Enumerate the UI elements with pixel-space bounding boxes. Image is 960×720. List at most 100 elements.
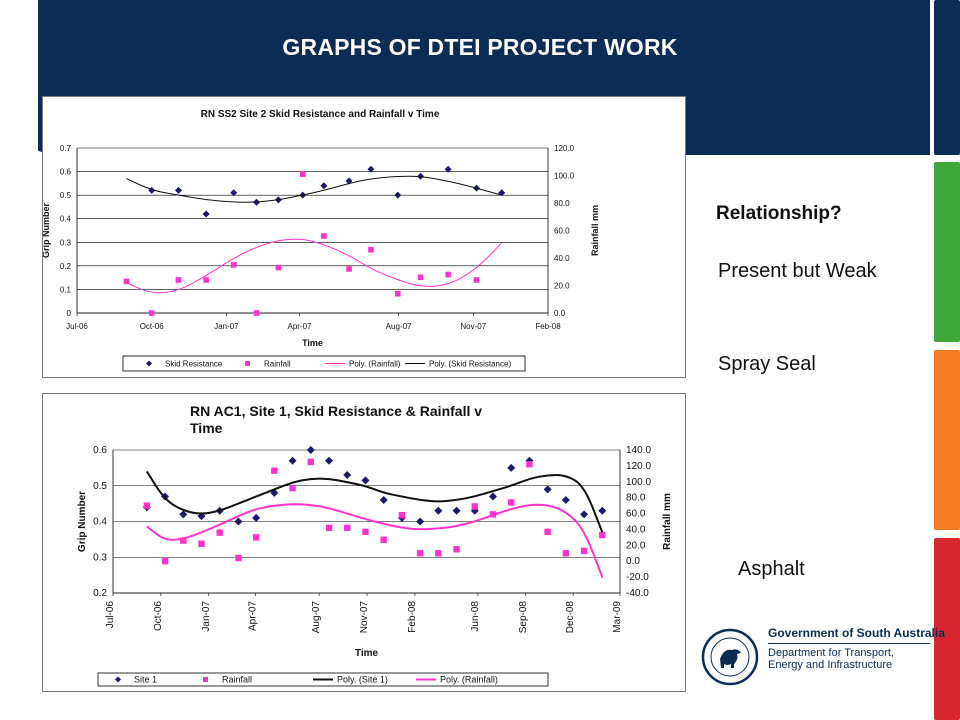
green-stripe xyxy=(934,162,960,342)
data-point-square xyxy=(216,529,223,536)
data-point-square xyxy=(394,290,401,297)
data-point-square xyxy=(180,537,187,544)
data-point-square xyxy=(544,528,551,536)
trend-line xyxy=(145,470,604,533)
x-tick-label: Feb-08 xyxy=(535,322,561,331)
data-point-diamond xyxy=(580,510,589,519)
data-point-diamond xyxy=(270,488,279,497)
data-point-square xyxy=(271,467,278,474)
data-point-square xyxy=(526,461,533,468)
y-tick-label: 0.3 xyxy=(60,238,72,247)
left-margin xyxy=(0,0,38,720)
legend-marker xyxy=(115,676,121,683)
x-tick-label: Oct-06 xyxy=(140,322,165,331)
legend-box xyxy=(122,355,526,372)
trend-line xyxy=(146,503,604,579)
relationship-answer: Present but Weak xyxy=(718,260,877,282)
y2-tick-label: 0.0 xyxy=(626,556,640,567)
data-point-square xyxy=(580,547,588,555)
navy-stripe xyxy=(934,0,960,155)
chart-title: RN AC1, Site 1, Skid Resistance & Rainfa… xyxy=(190,403,482,436)
data-point-square xyxy=(252,534,260,541)
legend-label: Rainfall xyxy=(222,675,252,685)
y2-tick-label: 0.0 xyxy=(554,309,566,318)
y2-tick-label: 80.0 xyxy=(554,199,570,208)
data-point-diamond xyxy=(252,513,261,522)
y-axis-label: Grip Number xyxy=(43,203,51,259)
y-tick-label: 0.6 xyxy=(60,168,72,177)
data-point-diamond xyxy=(394,191,402,199)
x-tick-label: Apr-07 xyxy=(287,322,312,331)
x-tick-label: Aug-07 xyxy=(386,322,412,331)
legend-label: Poly. (Skid Resistance) xyxy=(429,360,511,369)
data-point-square xyxy=(398,511,406,519)
y2-tick-label: 40.0 xyxy=(626,524,646,535)
trend-line xyxy=(126,175,502,203)
data-point-diamond xyxy=(202,210,210,218)
data-point-square xyxy=(453,546,460,553)
data-point-square xyxy=(203,277,209,283)
y2-tick-label: 140.0 xyxy=(626,445,651,456)
relationship-label: Relationship? xyxy=(716,203,842,224)
x-tick-label: Nov-07 xyxy=(460,322,486,331)
data-point-diamond xyxy=(306,446,315,454)
color-stripes xyxy=(934,0,960,720)
y-tick-label: 0.2 xyxy=(93,588,107,599)
y-tick-label: 0.7 xyxy=(60,144,72,153)
y2-axis-label: Rainfall mm xyxy=(662,493,673,550)
data-point-diamond xyxy=(320,182,328,190)
red-stripe xyxy=(934,538,960,720)
data-point-square xyxy=(508,499,515,506)
data-point-square xyxy=(473,277,480,283)
data-point-square xyxy=(346,266,352,272)
legend-marker xyxy=(245,361,250,366)
data-point-diamond xyxy=(452,506,461,515)
data-point-square xyxy=(416,550,424,557)
y2-tick-label: -40.0 xyxy=(626,588,649,599)
data-point-square xyxy=(362,528,369,536)
data-point-square xyxy=(198,540,205,547)
data-point-square xyxy=(562,550,570,557)
data-point-diamond xyxy=(561,496,570,505)
data-point-diamond xyxy=(434,506,443,515)
legend-label: Site 1 xyxy=(134,675,157,685)
y2-tick-label: 120.0 xyxy=(626,461,651,472)
y2-tick-label: 80.0 xyxy=(626,493,646,504)
y2-tick-label: 20.0 xyxy=(554,282,570,291)
data-point-square xyxy=(321,233,327,239)
legend-label: Poly. (Rainfall) xyxy=(440,675,498,685)
data-point-square xyxy=(230,262,237,268)
chart-panel-spray-seal: RN SS2 Site 2 Skid Resistance and Rainfa… xyxy=(41,96,686,378)
data-point-diamond xyxy=(234,517,243,526)
data-point-square xyxy=(275,264,282,271)
y-tick-label: 0.4 xyxy=(93,517,107,528)
data-point-diamond xyxy=(230,189,238,197)
y2-tick-label: 40.0 xyxy=(554,254,570,263)
data-point-diamond xyxy=(417,172,425,180)
data-point-diamond xyxy=(416,517,425,526)
chart-title: RN SS2 Site 2 Skid Resistance and Rainfa… xyxy=(201,109,440,120)
x-tick-label: Dec-08 xyxy=(565,601,576,634)
y-axis-label: Grip Number xyxy=(77,491,88,552)
asphalt-chart: RN AC1, Site 1, Skid Resistance & Rainfa… xyxy=(77,403,673,687)
legend-label: Rainfall xyxy=(264,360,291,369)
y2-tick-label: 120.0 xyxy=(554,144,575,153)
data-point-square xyxy=(235,554,242,562)
x-tick-label: Nov-07 xyxy=(359,601,370,634)
x-axis-label: Time xyxy=(302,338,323,348)
data-point-square xyxy=(175,277,182,283)
legend-marker xyxy=(146,360,152,367)
data-point-diamond xyxy=(444,165,452,173)
logo-line-3: Energy and Infrastructure xyxy=(768,659,893,671)
y-tick-label: 0.1 xyxy=(60,285,72,294)
data-point-square xyxy=(599,531,606,539)
data-point-square xyxy=(471,503,478,510)
logo-line-2: Department for Transport, xyxy=(768,647,894,659)
y-tick-label: 0.3 xyxy=(93,552,107,563)
data-point-diamond xyxy=(175,186,183,194)
x-tick-label: Feb-08 xyxy=(407,601,418,633)
data-point-diamond xyxy=(343,471,352,480)
data-point-square xyxy=(253,310,260,316)
x-tick-label: Oct-06 xyxy=(153,601,164,631)
legend-label: Poly. (Rainfall) xyxy=(349,360,401,369)
